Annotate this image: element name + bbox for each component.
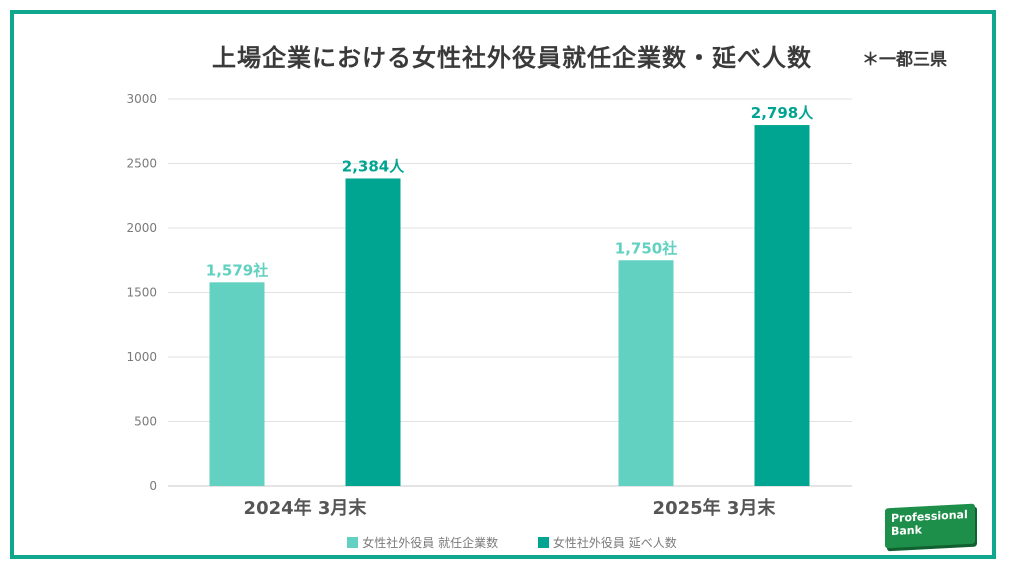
data-label: 1,579社 (206, 261, 268, 279)
legend-swatch-companies (347, 537, 359, 548)
bar (209, 282, 265, 486)
professional-bank-logo: Professional Bank (885, 503, 975, 549)
y-tick-label: 0 (149, 479, 157, 493)
legend-swatch-people (537, 537, 549, 548)
bar (754, 125, 810, 487)
x-category-label: 2024年 3月末 (244, 497, 368, 519)
chart-title: 上場企業における女性社外役員就任企業数・延べ人数 (212, 44, 812, 72)
chart-frame (10, 10, 996, 559)
data-label: 2,384人 (342, 157, 405, 175)
y-tick-label: 1500 (126, 286, 157, 300)
bar (618, 260, 674, 486)
legend-label-companies: 女性社外役員 就任企業数 (362, 536, 499, 550)
legend: 女性社外役員 就任企業数 女性社外役員 延べ人数 (0, 534, 1024, 551)
y-tick-label: 3000 (126, 92, 157, 106)
logo-line-2: Bank (891, 523, 922, 539)
y-tick-label: 2000 (126, 221, 157, 235)
data-label: 2,798人 (751, 104, 814, 122)
legend-item-companies: 女性社外役員 就任企業数 (347, 534, 498, 551)
legend-item-people: 女性社外役員 延べ人数 (537, 534, 677, 551)
y-tick-label: 500 (134, 415, 157, 429)
y-tick-label: 1000 (126, 350, 157, 364)
legend-label-people: 女性社外役員 延べ人数 (552, 536, 677, 550)
y-tick-label: 2500 (126, 157, 157, 171)
x-category-label: 2025年 3月末 (653, 497, 777, 519)
data-label: 1,750社 (615, 239, 677, 257)
region-note: ＊一都三県 (862, 50, 947, 70)
bar (345, 178, 401, 487)
